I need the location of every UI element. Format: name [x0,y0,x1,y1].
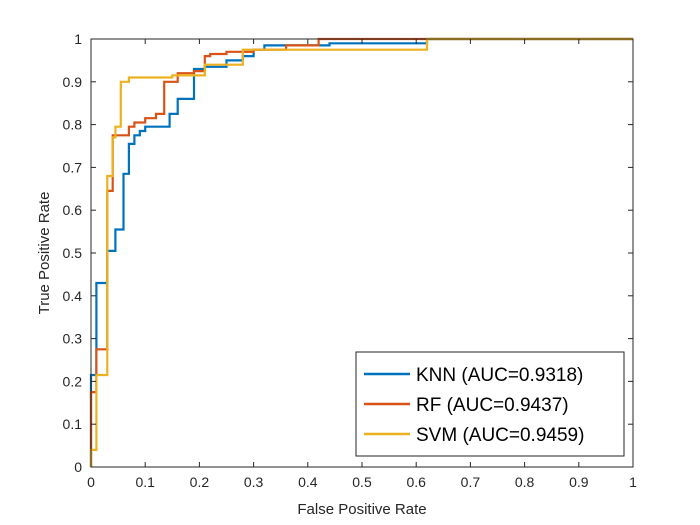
x-axis-label: False Positive Rate [297,501,426,518]
y-tick-label: 1 [74,31,82,47]
x-tick-label: 1 [629,474,637,490]
x-tick-label: 0.5 [352,474,372,490]
y-tick-label: 0.6 [63,202,83,218]
series-line-2 [89,37,633,467]
y-tick-label: 0.2 [63,373,83,389]
y-tick-label: 0 [74,459,82,475]
x-tick-label: 0.6 [406,474,426,490]
x-tick-label: 0.8 [515,474,535,490]
roc-curves [89,37,633,467]
x-tick-label: 0.3 [244,474,264,490]
x-tick-label: 0.4 [298,474,318,490]
y-tick-label: 0.7 [63,159,83,175]
y-tick-label: 0.8 [63,117,83,133]
legend-label-0: KNN (AUC=0.9318) [416,365,583,386]
x-tick-label: 0.7 [461,474,481,490]
x-tick-label: 0.2 [190,474,210,490]
legend-label-2: SVM (AUC=0.9459) [416,425,584,446]
y-tick-label: 0.3 [63,331,83,347]
legend: KNN (AUC=0.9318) RF (AUC=0.9437) SVM (AUC=… [355,351,625,457]
axis-ticks: 0 0.1 0.2 0.3 0.4 0.5 0.6 0.7 0.8 0.9 1 0 0.1 0.2 0.3 0… [63,31,638,490]
y-tick-label: 0.9 [63,74,83,90]
y-tick-label: 0.1 [63,416,83,432]
x-tick-label: 0.9 [569,474,589,490]
y-tick-label: 0.5 [63,245,83,261]
x-tick-label: 0.1 [135,474,155,490]
y-tick-label: 0.4 [63,288,83,304]
x-tick-label: 0 [87,474,95,490]
legend-label-1: RF (AUC=0.9437) [416,395,569,416]
y-axis-label: True Positive Rate [36,192,53,315]
